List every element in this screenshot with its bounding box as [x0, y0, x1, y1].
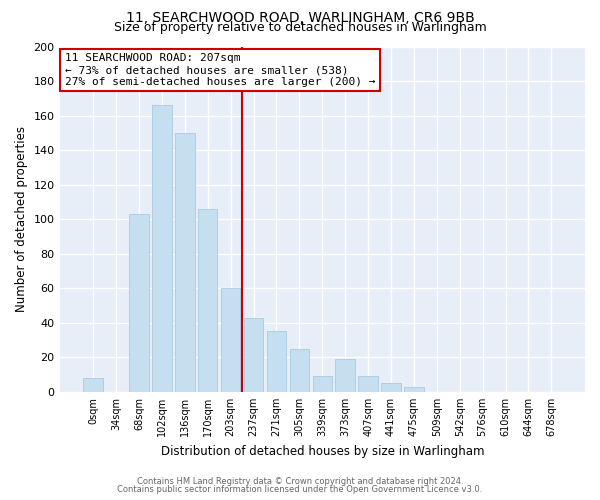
Bar	[313, 376, 332, 392]
Text: Contains public sector information licensed under the Open Government Licence v3: Contains public sector information licen…	[118, 485, 482, 494]
Bar	[175, 133, 194, 392]
Bar	[290, 349, 309, 392]
Text: Contains HM Land Registry data © Crown copyright and database right 2024.: Contains HM Land Registry data © Crown c…	[137, 478, 463, 486]
Bar	[267, 332, 286, 392]
Bar	[404, 386, 424, 392]
Bar	[244, 318, 263, 392]
Bar	[358, 376, 378, 392]
Y-axis label: Number of detached properties: Number of detached properties	[15, 126, 28, 312]
Bar	[152, 105, 172, 392]
Text: 11 SEARCHWOOD ROAD: 207sqm
← 73% of detached houses are smaller (538)
27% of sem: 11 SEARCHWOOD ROAD: 207sqm ← 73% of deta…	[65, 54, 375, 86]
Text: Size of property relative to detached houses in Warlingham: Size of property relative to detached ho…	[113, 22, 487, 35]
Bar	[221, 288, 241, 392]
Text: 11, SEARCHWOOD ROAD, WARLINGHAM, CR6 9BB: 11, SEARCHWOOD ROAD, WARLINGHAM, CR6 9BB	[125, 11, 475, 25]
Bar	[198, 209, 217, 392]
Bar	[129, 214, 149, 392]
Bar	[83, 378, 103, 392]
Bar	[335, 359, 355, 392]
Bar	[381, 384, 401, 392]
X-axis label: Distribution of detached houses by size in Warlingham: Distribution of detached houses by size …	[161, 444, 484, 458]
